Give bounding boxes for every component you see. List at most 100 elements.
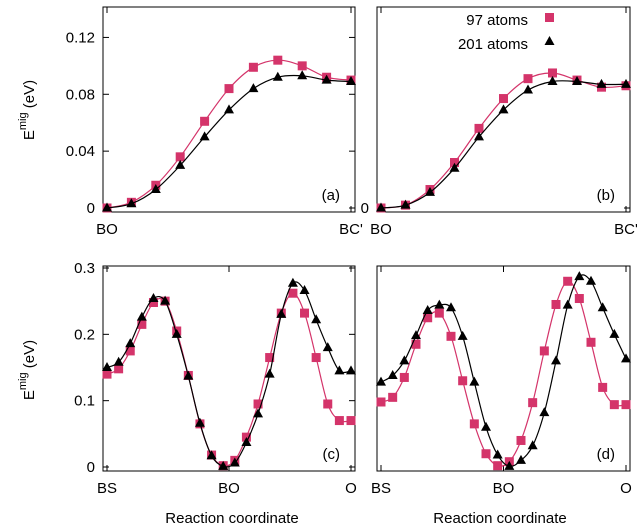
point-triangle — [498, 104, 509, 114]
point-square — [551, 299, 561, 309]
point-square — [273, 55, 283, 65]
point-square — [323, 399, 333, 409]
point-triangle — [206, 450, 217, 460]
point-triangle — [400, 199, 411, 209]
point-square — [253, 399, 263, 409]
point-triangle — [457, 330, 468, 340]
point-triangle — [272, 71, 283, 81]
point-square — [399, 372, 409, 382]
point-square — [137, 319, 147, 329]
legend-label-201: 201 atoms — [458, 36, 528, 53]
panel-d: BS BO O (d) — [371, 265, 632, 497]
series-line-201 — [380, 274, 627, 468]
x-tick-label: BS — [97, 480, 117, 497]
point-triangle — [322, 342, 333, 352]
point-triangle — [387, 369, 398, 379]
point-triangle — [276, 308, 287, 318]
point-triangle — [492, 449, 503, 459]
point-triangle — [334, 365, 345, 375]
point-square — [376, 397, 386, 407]
plot-frame — [102, 265, 356, 472]
point-triangle — [596, 78, 607, 88]
point-triangle — [551, 355, 561, 365]
point-square — [102, 369, 112, 379]
plot-frame — [376, 265, 631, 472]
point-triangle — [547, 75, 558, 85]
point-square — [621, 400, 631, 410]
point-triangle — [248, 83, 259, 93]
point-triangle — [399, 355, 410, 365]
point-triangle — [297, 70, 308, 80]
point-square — [148, 297, 158, 307]
point-square — [609, 400, 619, 410]
x-tick-label: O — [620, 480, 632, 497]
panel-c: 0 0.1 0.2 0.3 BS BO O(c) — [74, 260, 357, 497]
point-square — [265, 353, 275, 363]
point-triangle — [148, 293, 159, 303]
x-tick-label: O — [345, 480, 357, 497]
y-tick-label: 0.08 — [66, 86, 95, 103]
point-square — [114, 364, 124, 374]
point-square — [450, 158, 459, 168]
point-triangle — [523, 84, 533, 94]
point-triangle — [160, 295, 171, 305]
x-tick-label: BC' — [614, 221, 637, 238]
point-square — [411, 339, 421, 349]
point-triangle — [422, 304, 433, 314]
point-triangle — [411, 330, 421, 340]
point-square — [523, 74, 533, 84]
x-axis-label-c: Reaction coordinate — [165, 510, 298, 527]
series-line-201 — [106, 281, 352, 468]
point-triangle — [183, 370, 194, 380]
point-triangle — [597, 302, 608, 312]
point-square — [499, 94, 508, 104]
plot-frame — [376, 6, 631, 213]
point-triangle — [539, 407, 550, 417]
y-axis-label-bottom: Emig (eV) — [17, 340, 38, 400]
point-square — [474, 123, 484, 133]
point-triangle — [346, 365, 356, 375]
point-triangle — [125, 338, 136, 348]
x-tick-label: BO — [370, 221, 392, 238]
point-triangle — [224, 104, 234, 114]
point-triangle — [126, 198, 137, 208]
point-triangle — [562, 299, 573, 309]
point-square — [516, 435, 526, 445]
y-tick-label: 0.2 — [74, 326, 95, 343]
point-square — [288, 288, 298, 298]
y-tick-label: 0.1 — [74, 393, 95, 410]
legend: 97 atoms 201 atoms — [458, 12, 555, 53]
point-triangle — [621, 78, 631, 88]
y-tick-label: 0.3 — [74, 260, 95, 277]
panel-label: (b) — [597, 187, 615, 204]
point-triangle — [102, 202, 112, 212]
panel-a: 0 0.04 0.08 0.12 BO BC' (a) — [66, 6, 363, 238]
x-tick-label: BO — [218, 480, 240, 497]
point-square — [224, 84, 234, 94]
point-triangle — [102, 362, 112, 371]
y-axis-label-top: Emig (eV) — [17, 80, 38, 140]
point-triangle — [113, 356, 124, 366]
point-square — [563, 276, 573, 286]
point-triangle — [229, 457, 240, 467]
plot-frame — [102, 6, 356, 213]
point-square — [300, 308, 310, 318]
point-triangle — [572, 75, 582, 85]
panel-label: (a) — [322, 187, 340, 204]
point-square — [297, 61, 307, 71]
point-triangle — [376, 202, 386, 212]
point-triangle — [425, 186, 435, 196]
x-axis-label-d: Reaction coordinate — [433, 510, 566, 527]
x-tick-label: BS — [371, 480, 391, 497]
point-square — [574, 294, 584, 304]
point-square — [446, 331, 456, 341]
point-triangle — [299, 285, 310, 295]
point-square — [175, 152, 185, 162]
point-square — [469, 419, 479, 429]
point-square — [311, 353, 321, 363]
point-triangle — [434, 299, 445, 309]
point-square — [458, 376, 468, 386]
panel-label: (d) — [597, 446, 615, 463]
